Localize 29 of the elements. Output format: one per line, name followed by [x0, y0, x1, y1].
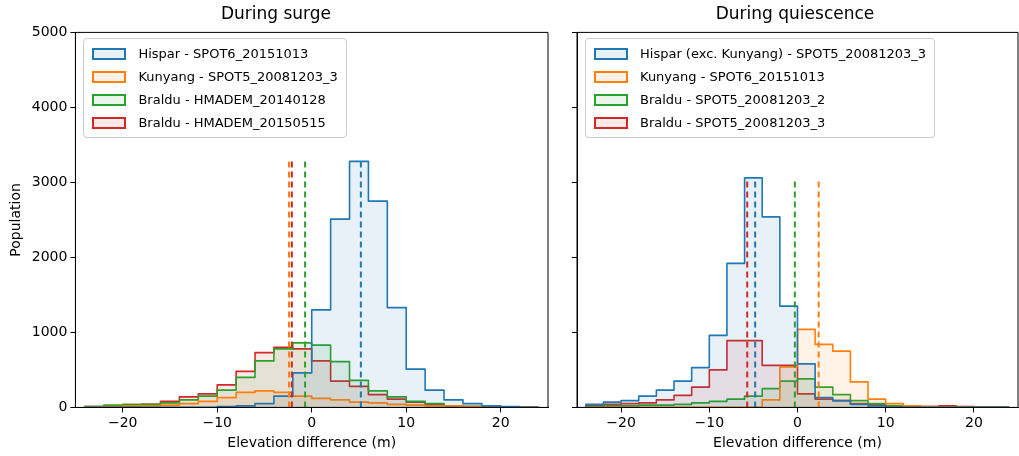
legend-label: Braldu - SPOT5_20081203_3 [640, 115, 826, 131]
y-tick-label: 1000 [31, 323, 68, 340]
x-tick-label: −20 [606, 414, 636, 431]
chart-title: During surge [220, 2, 332, 23]
legend-label: Kunyang - SPOT5_20081203_3 [138, 69, 338, 85]
legend-label: Kunyang - SPOT6_20151013 [640, 69, 825, 85]
x-tick-label: −20 [107, 414, 138, 431]
x-tick-label: 10 [397, 414, 416, 431]
y-tick-label: 4000 [31, 98, 68, 115]
legend-label: Hispar - SPOT6_20151013 [138, 46, 309, 62]
x-tick-label: 20 [964, 414, 983, 431]
chart-title: During quiescence [715, 2, 875, 23]
legend-label: Braldu - SPOT5_20081203_2 [640, 92, 826, 108]
legend-label: Braldu - HMADEM_20140128 [138, 92, 326, 108]
x-tick-label: 0 [307, 414, 317, 431]
y-axis-title: Population [7, 183, 24, 257]
x-axis-title: Elevation difference (m) [227, 434, 397, 451]
x-tick-label: 20 [491, 414, 510, 431]
y-tick-label: 0 [58, 398, 68, 415]
y-tick-label: 2000 [31, 248, 68, 265]
x-tick-label: −10 [202, 414, 232, 431]
y-tick-label: 3000 [31, 173, 68, 190]
x-axis-title: Elevation difference (m) [713, 434, 882, 451]
x-tick-label: −10 [694, 414, 725, 431]
x-tick-label: 0 [793, 414, 802, 431]
legend-label: Hispar (exc. Kunyang) - SPOT5_20081203_3 [640, 46, 927, 62]
y-tick-label: 5000 [31, 23, 68, 40]
legend-label: Braldu - HMADEM_20150515 [138, 115, 326, 131]
x-tick-label: 10 [876, 414, 895, 431]
